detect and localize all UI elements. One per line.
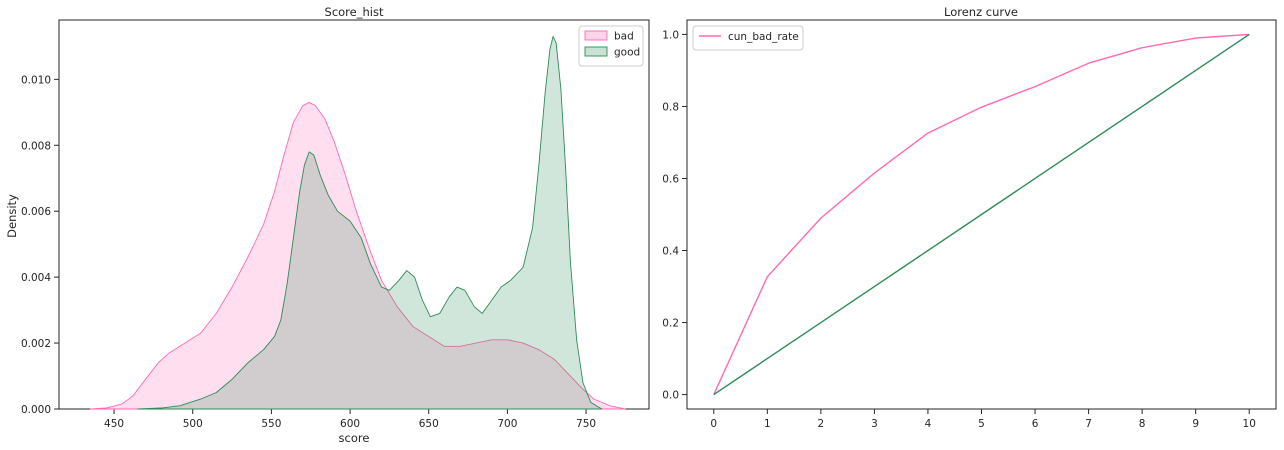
x-tick-label: 450	[104, 418, 124, 430]
x-tick-label: 750	[576, 418, 596, 430]
score-hist-chart: Score_hist score Density 450 500 550 600 650…	[5, 5, 650, 445]
x-tick-label: 700	[497, 418, 517, 430]
y-tick-label: 0.002	[21, 338, 51, 350]
y-tick-label: 0.0	[662, 390, 679, 402]
x-tick-label: 5	[978, 418, 985, 430]
y-tick-label: 0.8	[662, 101, 679, 113]
x-tick-label: 6	[1032, 418, 1039, 430]
density-area-bad	[90, 101, 626, 410]
series-line-baseline	[713, 33, 1250, 396]
y-axis-label: Density	[5, 194, 19, 238]
chart-title: Lorenz curve	[944, 5, 1018, 19]
x-tick-label: 600	[340, 418, 360, 430]
y-tick-label: 0.006	[21, 206, 51, 218]
x-tick-label: 7	[1085, 418, 1092, 430]
x-tick-label: 8	[1139, 418, 1146, 430]
y-tick-label: 1.0	[662, 29, 679, 41]
x-tick-label: 550	[261, 418, 281, 430]
y-tick-label: 0.4	[662, 246, 679, 258]
chart-title: Score_hist	[325, 5, 384, 19]
x-tick-label: 4	[925, 418, 932, 430]
legend-label: good	[614, 47, 640, 59]
x-axis-label: score	[339, 431, 370, 445]
legend-swatch-bad	[584, 30, 608, 41]
legend-label: cun_bad_rate	[728, 31, 799, 43]
density-area-good	[137, 36, 603, 410]
y-tick-label: 0.2	[662, 318, 679, 330]
y-tick-label: 0.000	[21, 404, 51, 416]
x-tick-label: 650	[419, 418, 439, 430]
y-tick-label: 0.010	[21, 74, 51, 86]
y-tick-label: 0.6	[662, 173, 679, 185]
y-tick-label: 0.008	[21, 140, 51, 152]
x-tick-label: 2	[818, 418, 825, 430]
legend-swatch-good	[584, 46, 608, 57]
x-tick-label: 1	[764, 418, 771, 430]
lorenz-curve-chart: Lorenz curve 0 1 2 3 4 5 6 7 8 9 10 0.0 0.2 0.4 0.6 0.8…	[662, 5, 1277, 430]
x-tick-label: 500	[183, 418, 203, 430]
x-tick-label: 0	[710, 418, 717, 430]
legend-box	[692, 25, 804, 51]
y-tick-label: 0.004	[21, 272, 51, 284]
x-tick-label: 10	[1243, 418, 1256, 430]
x-tick-label: 3	[871, 418, 878, 430]
series-line-cun_bad_rate	[713, 33, 1250, 395]
legend-label: bad	[614, 31, 634, 43]
x-tick-label: 9	[1192, 418, 1199, 430]
